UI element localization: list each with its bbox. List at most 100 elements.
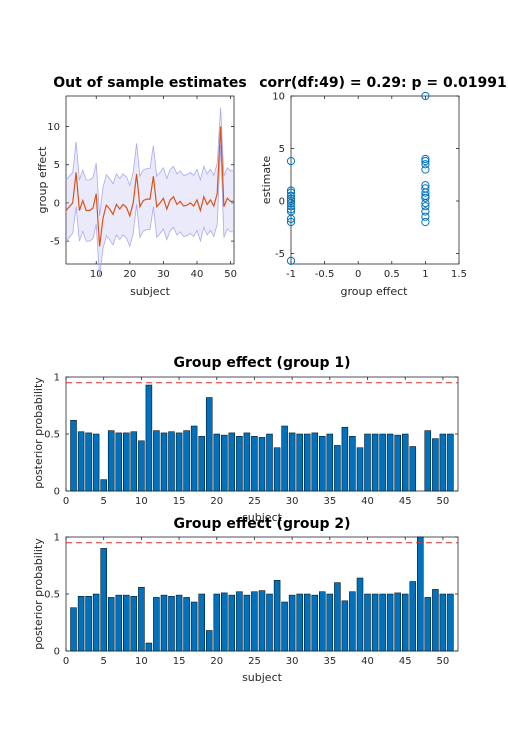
scatter-point	[421, 157, 430, 166]
bar	[221, 592, 228, 652]
bar	[341, 600, 349, 652]
bar	[160, 432, 168, 492]
bar	[130, 596, 138, 652]
line-chart-xtick-label: 50	[224, 269, 237, 280]
bar-chart-group1-ytick-label: 1	[54, 373, 60, 384]
bar	[205, 630, 213, 652]
bar	[266, 433, 273, 492]
bar	[379, 433, 386, 492]
bar	[281, 425, 288, 492]
bar	[100, 548, 107, 652]
bar	[417, 536, 424, 652]
bar-chart-group2-xtick-label: 0	[63, 656, 69, 667]
bar	[183, 430, 190, 492]
scatter-chart-ytick-label: -5	[275, 249, 285, 260]
bar-chart-group1-xtick-label: 25	[248, 496, 261, 507]
bar	[205, 397, 213, 492]
bar	[394, 592, 401, 652]
bar	[243, 432, 251, 492]
bar	[168, 596, 175, 652]
scatter-point	[286, 157, 296, 166]
bar-chart-group2-panel: Group effect (group 2) subject posterior…	[32, 516, 459, 684]
bar-chart-group2-ytick-label: 0.5	[44, 590, 60, 601]
scatter-point	[286, 199, 296, 208]
bar	[198, 436, 205, 492]
scatter-point	[286, 214, 296, 223]
bar-chart-group1-ylabel: posterior probability	[32, 377, 45, 489]
bar	[92, 593, 100, 652]
bar	[266, 593, 273, 652]
bar	[424, 430, 432, 492]
bar	[70, 420, 77, 492]
bar	[447, 593, 454, 652]
scatter-point	[421, 165, 430, 174]
bar-chart-group1-xtick-label: 35	[323, 496, 336, 507]
bar	[371, 593, 379, 652]
bar	[107, 597, 115, 652]
bar	[190, 425, 198, 492]
bar	[228, 432, 236, 492]
bar	[77, 596, 85, 652]
scatter-point	[286, 188, 296, 197]
bar	[168, 431, 175, 492]
bar-chart-group1-xtick-label: 0	[63, 496, 69, 507]
scatter-chart-ytick-label: 10	[272, 92, 285, 103]
scatter-chart-ytick-label: 0	[279, 197, 285, 208]
bar	[138, 440, 145, 492]
bar-chart-group1-ytick-label: 0.5	[44, 430, 60, 441]
bar	[349, 436, 356, 492]
bar	[288, 432, 296, 492]
bar-chart-group2-xtick-label: 50	[437, 656, 450, 667]
bar	[183, 597, 190, 652]
bar	[303, 593, 311, 652]
scatter-point	[286, 202, 296, 211]
bar	[356, 577, 364, 652]
scatter-chart-xlabel: group effect	[341, 285, 409, 298]
scatter-chart-panel: corr(df:49) = 0.29: p = 0.01991 group ef…	[259, 75, 506, 298]
bar	[138, 586, 145, 652]
bar	[326, 593, 334, 652]
bar	[115, 432, 123, 492]
bar-chart-group1-xtick-label: 15	[173, 496, 186, 507]
bar	[439, 593, 447, 652]
bar	[303, 433, 311, 492]
bar-chart-group2-xtick-label: 45	[399, 656, 412, 667]
bar	[281, 601, 288, 652]
bar	[190, 601, 198, 652]
bar-chart-group1-panel: Group effect (group 1) subject posterior…	[32, 355, 459, 524]
bar	[273, 580, 281, 652]
bar	[198, 593, 205, 652]
scatter-point	[421, 207, 430, 216]
line-chart-xlabel: subject	[130, 285, 171, 298]
bar	[401, 433, 409, 492]
bar-chart-group2-xtick-label: 25	[248, 656, 261, 667]
scatter-chart-xtick-label: 0	[355, 269, 361, 280]
line-chart-ytick-label: -5	[50, 237, 60, 248]
bar-chart-group2-xtick-label: 30	[286, 656, 299, 667]
scatter-chart-xtick-label: -1	[286, 269, 296, 280]
bar-chart-group2-ytick-label: 0	[54, 647, 60, 658]
bar-chart-group2-xtick-label: 35	[323, 656, 336, 667]
bar-chart-group1-ytick-label: 0	[54, 487, 60, 498]
bar	[447, 433, 454, 492]
line-chart-xtick-label: 40	[191, 269, 204, 280]
bar	[107, 430, 115, 492]
bar	[311, 594, 319, 652]
bar	[349, 591, 356, 652]
bar	[296, 433, 303, 492]
bar	[100, 479, 107, 492]
scatter-point	[421, 212, 430, 221]
scatter-point	[421, 188, 430, 197]
bar	[371, 433, 379, 492]
bar	[175, 432, 183, 492]
bar	[228, 594, 236, 652]
scatter-chart-plot-area	[290, 95, 460, 265]
bar-chart-group1-xtick-label: 45	[399, 496, 412, 507]
bar	[386, 593, 394, 652]
bar-chart-group1-xtick-label: 20	[210, 496, 223, 507]
bar	[379, 593, 386, 652]
scatter-chart-title: corr(df:49) = 0.29: p = 0.01991	[259, 75, 506, 91]
bar	[123, 432, 130, 492]
bar	[221, 434, 228, 492]
scatter-point	[286, 256, 296, 265]
